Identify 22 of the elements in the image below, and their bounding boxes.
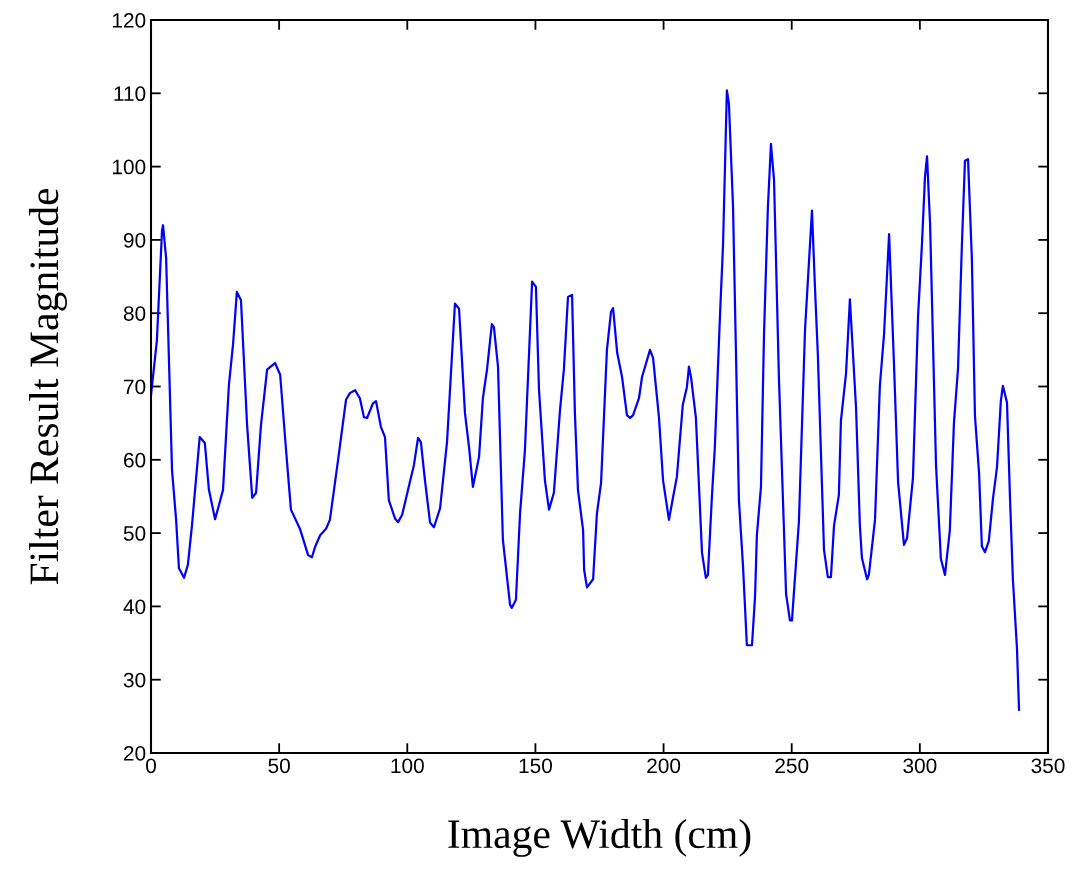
- x-tick-label: 50: [268, 758, 290, 774]
- x-tick-label: 0: [146, 758, 156, 774]
- x-tick-label: 200: [647, 758, 681, 774]
- y-tick-label: 80: [123, 306, 146, 321]
- y-tick-label: 120: [112, 13, 146, 28]
- y-tick-label: 20: [124, 746, 146, 761]
- line-series: [151, 89, 1021, 711]
- x-tick-label: 350: [1031, 758, 1065, 774]
- y-tick-label: 70: [124, 379, 146, 395]
- y-tick-label: 40: [123, 599, 146, 615]
- x-tick-label: 300: [903, 758, 937, 774]
- x-tick-label: 250: [775, 758, 809, 774]
- y-tick-label: 90: [123, 232, 146, 248]
- y-axis-title: Filter Result Magnitude: [29, 188, 67, 585]
- y-tick-label: 110: [114, 86, 146, 102]
- x-tick-label: 100: [391, 758, 424, 774]
- y-tick-label: 50: [123, 526, 146, 541]
- y-tick-label: 60: [124, 452, 146, 468]
- y-tick-label: 100: [112, 159, 146, 175]
- x-tick-label: 150: [519, 758, 552, 774]
- x-axis-title: Image Width (cm): [448, 818, 751, 857]
- y-tick-label: 30: [123, 672, 146, 688]
